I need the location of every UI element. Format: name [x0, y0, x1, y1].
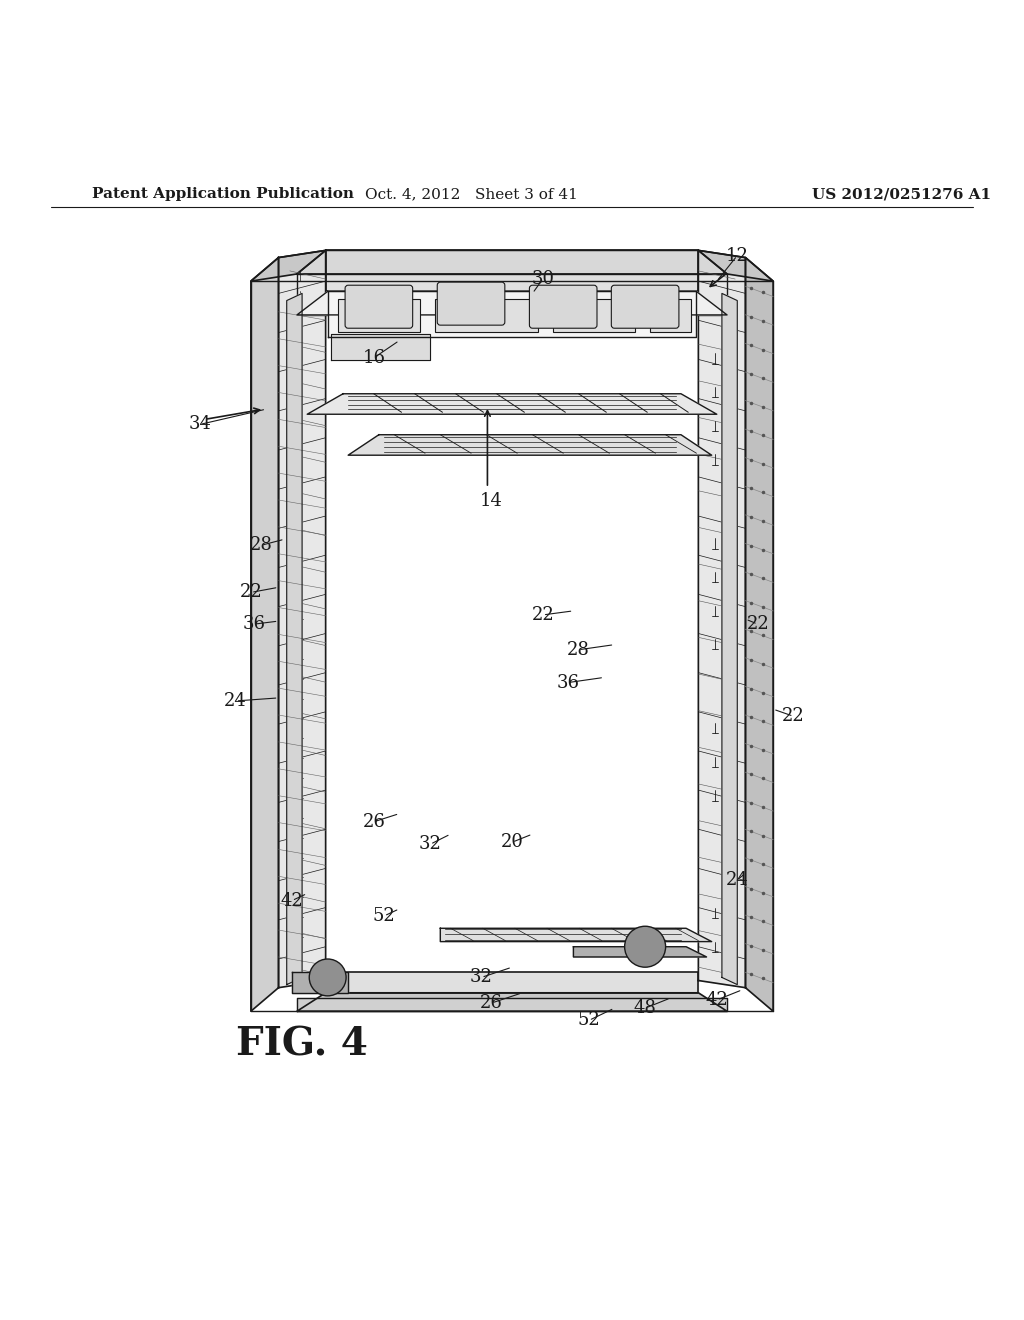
Polygon shape	[698, 251, 773, 281]
FancyBboxPatch shape	[611, 285, 679, 329]
Text: 28: 28	[250, 536, 272, 554]
Polygon shape	[573, 946, 707, 957]
Text: 42: 42	[281, 891, 303, 909]
Polygon shape	[331, 334, 430, 360]
Text: 24: 24	[726, 871, 749, 890]
Polygon shape	[292, 973, 348, 993]
Text: US 2012/0251276 A1: US 2012/0251276 A1	[812, 187, 990, 201]
Text: 26: 26	[480, 994, 503, 1012]
Polygon shape	[440, 928, 712, 941]
Polygon shape	[698, 251, 745, 987]
Bar	[650, 298, 691, 333]
Text: 36: 36	[243, 615, 265, 634]
Polygon shape	[251, 257, 279, 1011]
Text: 20: 20	[501, 833, 523, 851]
Text: 24: 24	[224, 692, 247, 710]
Text: 42: 42	[706, 991, 728, 1008]
Polygon shape	[307, 393, 717, 414]
Polygon shape	[297, 292, 727, 315]
Text: 48: 48	[634, 999, 656, 1018]
Text: 52: 52	[578, 1011, 600, 1030]
Polygon shape	[722, 293, 737, 985]
Text: 22: 22	[782, 708, 805, 725]
Polygon shape	[745, 257, 773, 1011]
Text: 12: 12	[726, 247, 749, 264]
Text: 22: 22	[746, 615, 769, 634]
Text: 30: 30	[531, 271, 554, 288]
Text: 16: 16	[362, 348, 385, 367]
Text: 32: 32	[419, 836, 441, 853]
Text: 22: 22	[531, 606, 554, 624]
Text: 22: 22	[240, 583, 262, 602]
Polygon shape	[297, 251, 727, 275]
Circle shape	[309, 960, 346, 995]
Text: 36: 36	[557, 673, 580, 692]
Polygon shape	[251, 251, 326, 281]
Polygon shape	[279, 251, 326, 987]
Polygon shape	[326, 973, 698, 993]
Polygon shape	[287, 293, 302, 985]
Text: 26: 26	[362, 813, 385, 830]
Polygon shape	[326, 251, 698, 292]
Polygon shape	[297, 993, 727, 1011]
Text: 34: 34	[188, 416, 211, 433]
Bar	[435, 298, 538, 333]
FancyBboxPatch shape	[529, 285, 597, 329]
Text: 52: 52	[373, 907, 395, 925]
Text: 14: 14	[480, 492, 503, 511]
Text: 28: 28	[567, 640, 590, 659]
Text: Oct. 4, 2012   Sheet 3 of 41: Oct. 4, 2012 Sheet 3 of 41	[365, 187, 578, 201]
Polygon shape	[297, 998, 727, 1011]
Bar	[338, 298, 420, 333]
Bar	[553, 298, 635, 333]
Text: Patent Application Publication: Patent Application Publication	[92, 187, 354, 201]
Text: 32: 32	[470, 969, 493, 986]
Polygon shape	[348, 434, 712, 455]
Text: FIG. 4: FIG. 4	[237, 1026, 368, 1063]
Polygon shape	[328, 292, 696, 338]
FancyBboxPatch shape	[437, 282, 505, 325]
FancyBboxPatch shape	[345, 285, 413, 329]
Circle shape	[625, 927, 666, 968]
